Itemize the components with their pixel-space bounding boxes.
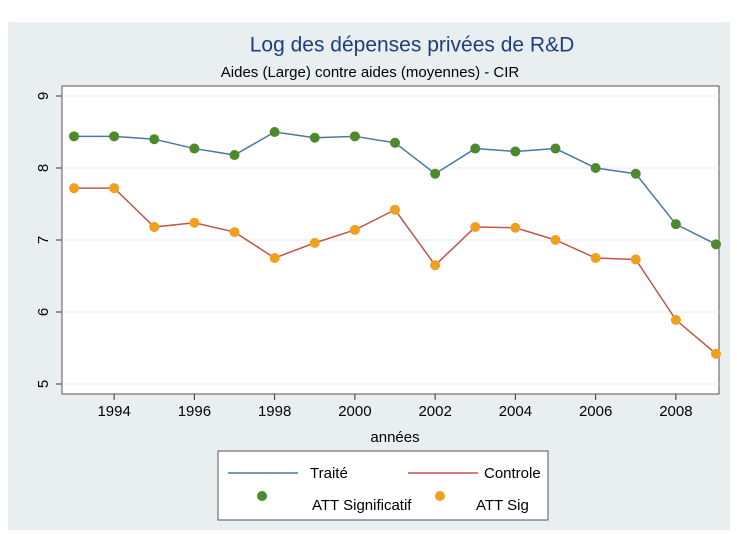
data-point [229,150,240,161]
chart-subtitle: Aides (Large) contre aides (moyennes) - … [221,64,520,81]
data-point [470,222,481,233]
y-tick-label: 6 [35,308,52,316]
x-axis-label: années [370,429,419,446]
data-point [269,127,280,137]
data-point [349,224,360,235]
data-point [189,143,200,154]
x-tick-label: 1994 [97,403,130,420]
data-point [109,183,120,194]
y-tick-label: 8 [35,164,52,172]
data-point [69,183,79,194]
y-tick-label: 9 [35,92,52,100]
data-point [349,131,360,142]
x-tick-label: 1998 [258,403,291,420]
legend-label: ATT Significatif [312,497,412,514]
legend-label: Traité [310,465,348,482]
data-point [711,348,721,359]
x-tick-label: 2002 [418,403,451,420]
data-point [510,222,521,233]
data-point [149,222,160,233]
data-point [470,143,481,154]
chart-title: Log des dépenses privées de R&D [250,34,575,57]
x-tick-label: 2000 [338,403,371,420]
data-point [630,168,641,179]
data-point [550,143,561,154]
legend-label: ATT Sig [476,497,529,514]
y-tick-label: 5 [35,380,52,388]
data-point [390,204,400,215]
data-point [69,131,79,142]
data-point [109,131,120,142]
x-tick-label: 2006 [579,403,612,420]
data-point [430,260,441,271]
data-point [229,227,240,238]
x-tick-label: 2008 [659,403,692,420]
data-point [309,132,320,143]
data-point [189,217,200,228]
data-point [670,314,681,325]
data-point [670,219,681,230]
data-point [269,253,280,263]
x-tick-label: 2004 [499,403,532,420]
data-point [590,253,601,263]
legend-marker [257,491,267,501]
legend-marker [435,491,445,501]
x-tick-label: 1996 [178,403,211,420]
data-point [309,237,320,248]
data-point [711,239,721,250]
data-point [550,235,561,245]
y-tick-label: 7 [35,236,52,244]
legend [217,450,549,521]
data-point [630,254,641,265]
legend-label: Controle [484,465,541,482]
data-point [430,168,441,179]
data-point [590,163,601,173]
data-point [149,134,160,145]
data-point [390,137,400,148]
data-point [510,146,521,157]
